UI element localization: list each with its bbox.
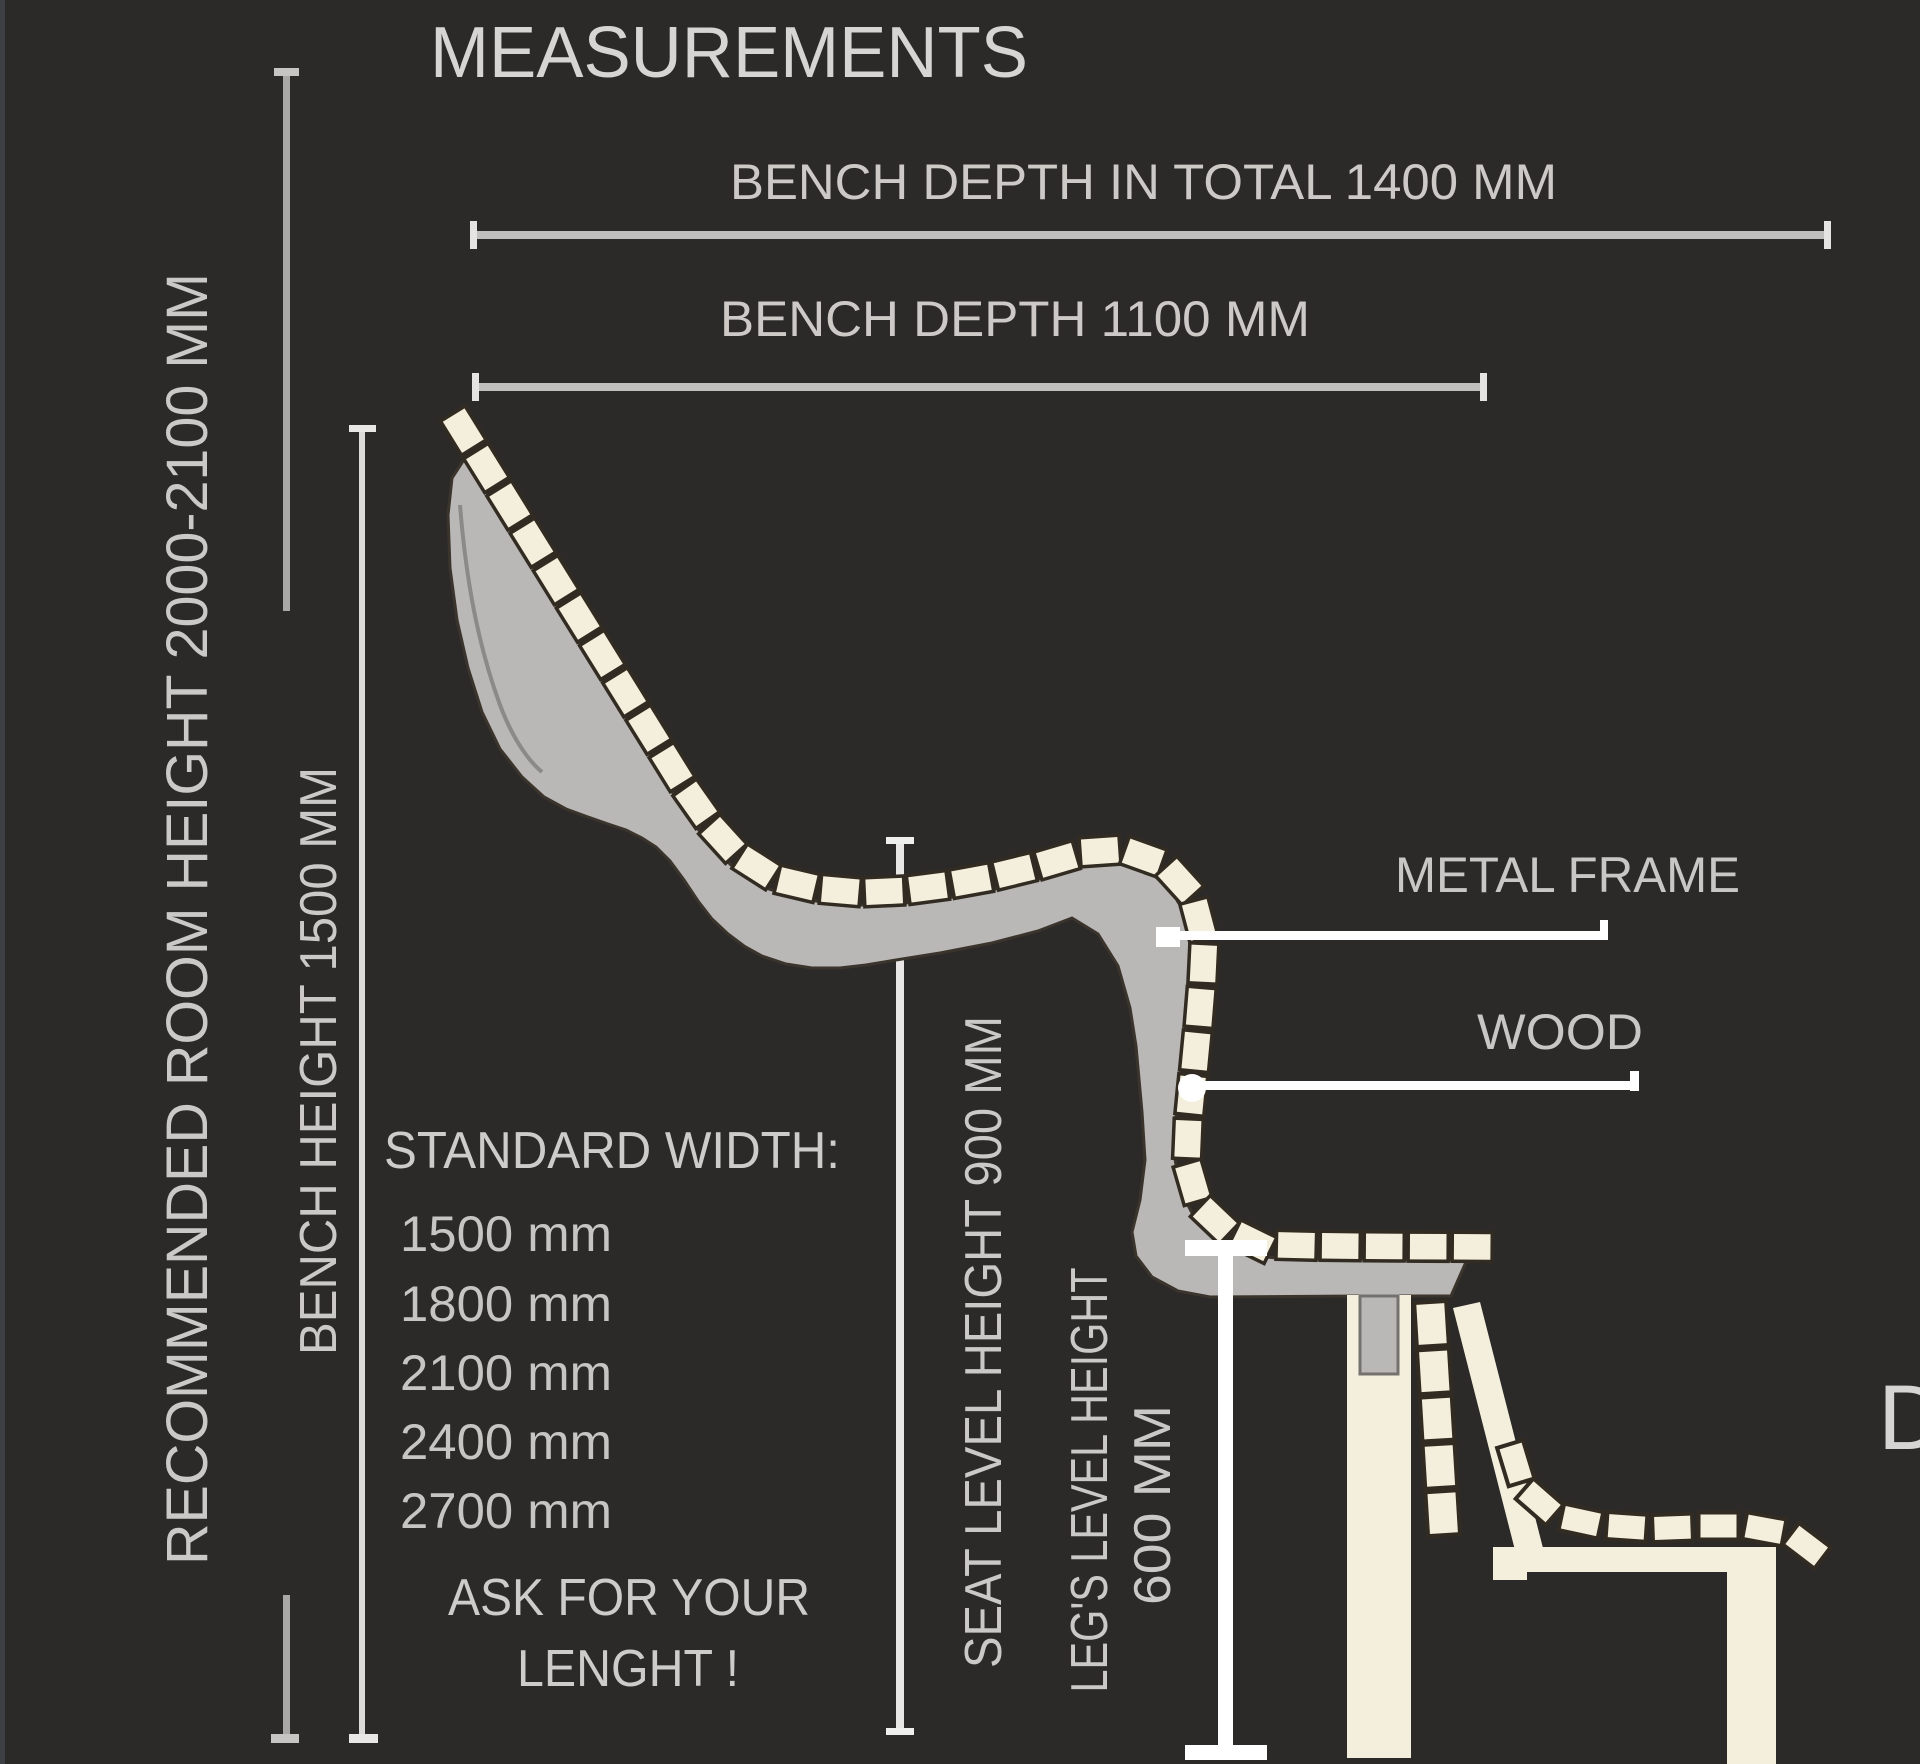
svg-text:MEASUREMENTS: MEASUREMENTS bbox=[430, 13, 1028, 93]
svg-text:RECOMMENDED ROOM HEIGHT 2000-2: RECOMMENDED ROOM HEIGHT 2000-2100 MM bbox=[155, 273, 220, 1565]
svg-text:D: D bbox=[1878, 1367, 1920, 1469]
svg-text:SEAT LEVEL HEIGHT 900 MM: SEAT LEVEL HEIGHT 900 MM bbox=[955, 1016, 1013, 1668]
svg-text:LEG'S LEVEL HEIGHT: LEG'S LEVEL HEIGHT bbox=[1061, 1268, 1119, 1693]
svg-text:2400 mm: 2400 mm bbox=[400, 1414, 612, 1470]
svg-text:WOOD: WOOD bbox=[1477, 1004, 1643, 1060]
svg-text:ASK FOR YOUR: ASK FOR YOUR bbox=[448, 1569, 810, 1627]
svg-text:600 MM: 600 MM bbox=[1124, 1405, 1182, 1605]
svg-text:1500 mm: 1500 mm bbox=[400, 1206, 612, 1262]
svg-text:1800 mm: 1800 mm bbox=[400, 1276, 612, 1332]
svg-text:STANDARD WIDTH:: STANDARD WIDTH: bbox=[384, 1122, 840, 1180]
svg-text:BENCH DEPTH IN TOTAL 1400 MM: BENCH DEPTH IN TOTAL 1400 MM bbox=[730, 154, 1557, 210]
svg-text:METAL FRAME: METAL FRAME bbox=[1395, 847, 1740, 903]
svg-text:2100 mm: 2100 mm bbox=[400, 1345, 612, 1401]
svg-text:BENCH DEPTH 1100 MM: BENCH DEPTH 1100 MM bbox=[720, 291, 1310, 347]
svg-text:BENCH HEIGHT 1500 MM: BENCH HEIGHT 1500 MM bbox=[290, 767, 348, 1355]
svg-text:LENGHT !: LENGHT ! bbox=[517, 1640, 739, 1698]
svg-text:2700 mm: 2700 mm bbox=[400, 1483, 612, 1539]
